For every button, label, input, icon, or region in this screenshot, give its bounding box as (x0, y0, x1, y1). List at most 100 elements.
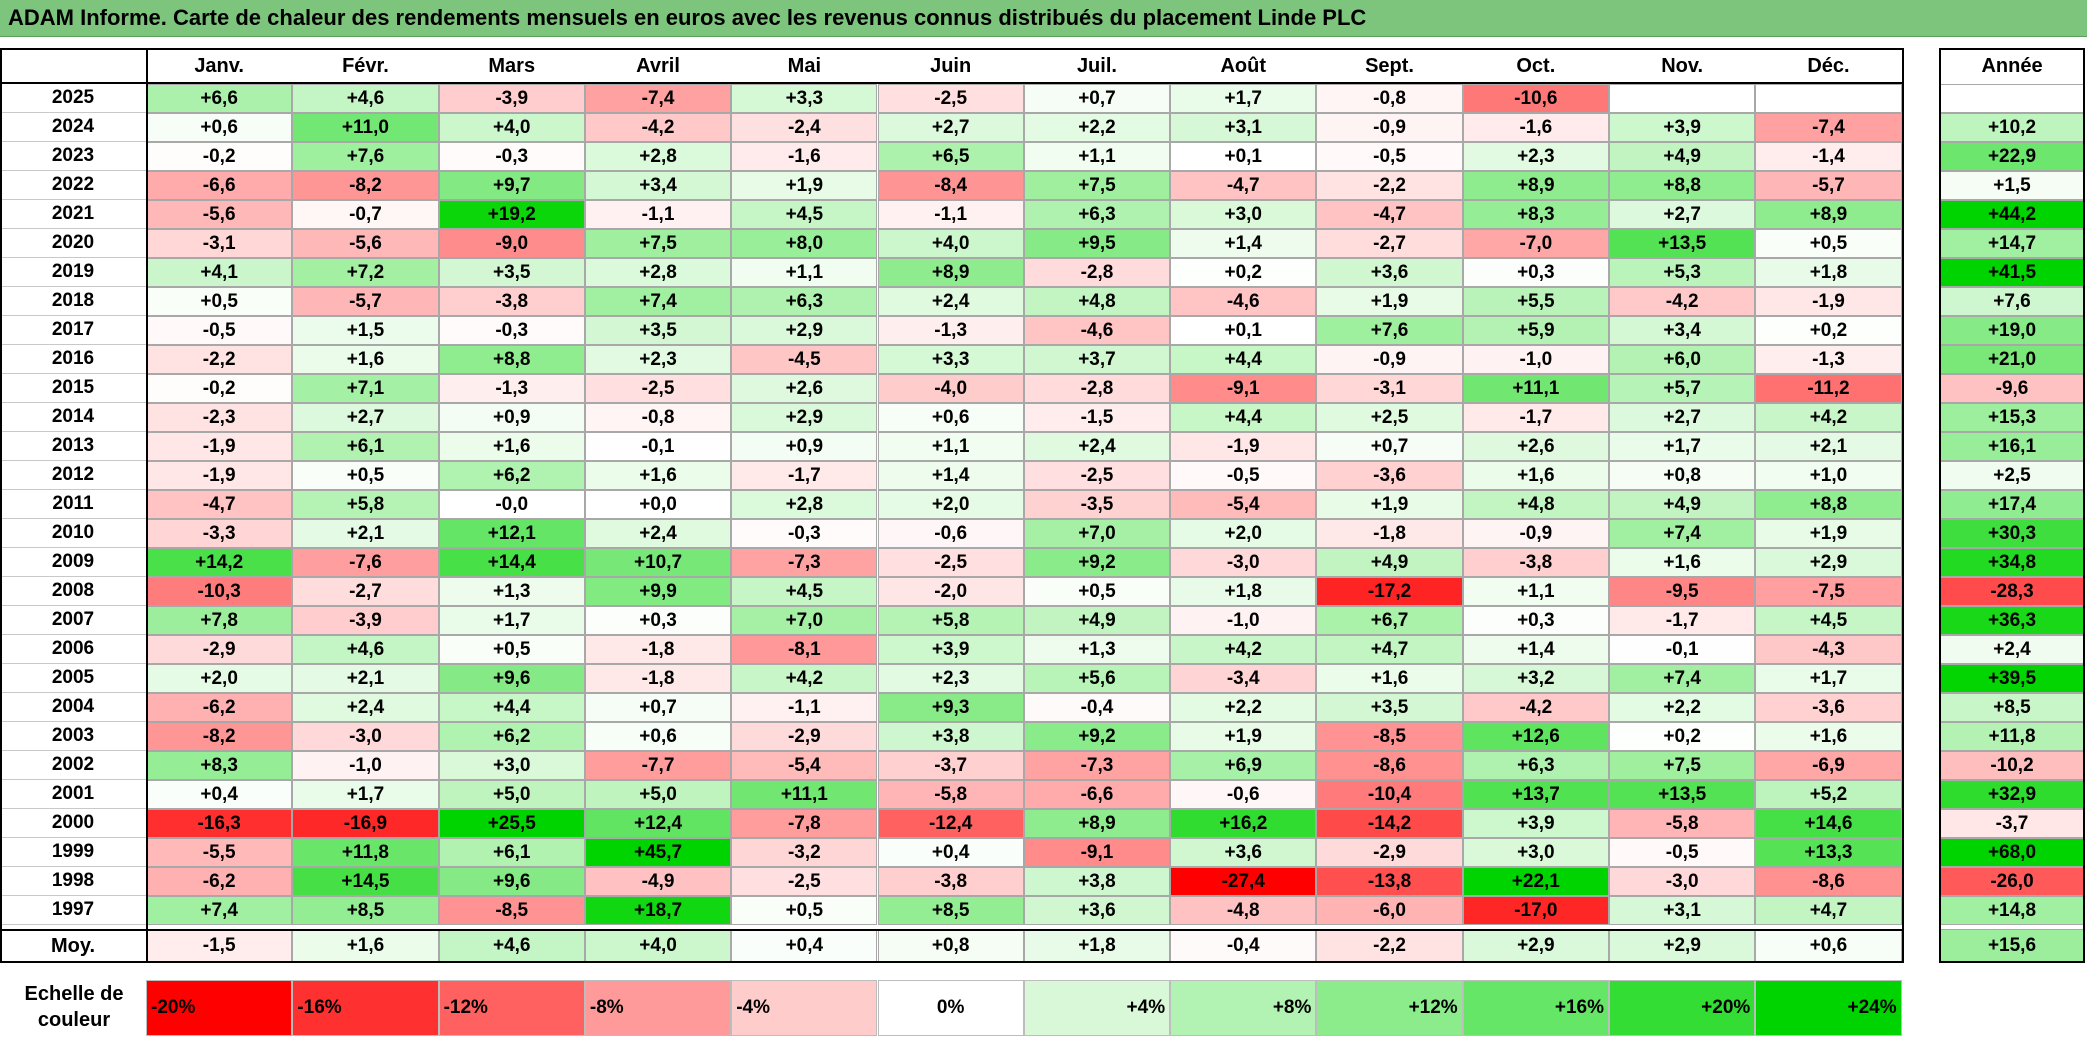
year-label: 2014 (0, 403, 146, 432)
annual-cell: +21,0 (1939, 345, 2085, 374)
year-label: 2010 (0, 519, 146, 548)
heatmap-cell: -0,6 (877, 519, 1024, 548)
annual-cell: +17,4 (1939, 490, 2085, 519)
heatmap-cell: -6,0 (1316, 896, 1463, 925)
heatmap-cell: -2,3 (146, 403, 293, 432)
heatmap-cell: +4,9 (1316, 548, 1463, 577)
heatmap-cell: +3,0 (1462, 838, 1609, 867)
heatmap-cell: -5,7 (1755, 171, 1902, 200)
heatmap-cell: -1,6 (731, 142, 878, 171)
heatmap-cell: +2,7 (877, 113, 1024, 142)
heatmap-cell: +5,6 (1023, 664, 1171, 693)
heatmap-cell: +14,4 (438, 548, 585, 577)
heatmap-cell: +1,6 (1316, 664, 1463, 693)
annual-cell: +19,0 (1939, 316, 2085, 345)
year-label: 2001 (0, 780, 146, 809)
month-header: Janv. (146, 48, 293, 84)
heatmap-cell: -2,9 (1316, 838, 1463, 867)
month-header: Juin (877, 48, 1024, 84)
heatmap-cell: -0,3 (438, 316, 585, 345)
average-cell: +1,8 (1023, 929, 1171, 963)
year-label: 2005 (0, 664, 146, 693)
title-bar: ADAM Informe. Carte de chaleur des rende… (0, 0, 2087, 37)
heatmap-cell: -0,1 (1609, 635, 1756, 664)
heatmap-cell: +5,0 (438, 780, 585, 809)
heatmap-cell: -3,1 (1316, 374, 1463, 403)
heatmap-cell: -0,7 (292, 200, 439, 229)
heatmap-cell: -2,5 (877, 548, 1024, 577)
heatmap-cell: +2,3 (1462, 142, 1609, 171)
heatmap-cell: +1,9 (731, 171, 878, 200)
heatmap-cell: +1,9 (1316, 287, 1463, 316)
color-scale-step: -8% (584, 980, 732, 1036)
heatmap-cell: +0,0 (584, 490, 732, 519)
average-cell: -2,2 (1316, 929, 1463, 963)
heatmap-cell: +0,7 (1316, 432, 1463, 461)
heatmap-cell: +13,5 (1609, 780, 1756, 809)
heatmap-cell: +45,7 (584, 838, 732, 867)
heatmap-cell: +2,8 (584, 258, 732, 287)
heatmap-cell: +2,4 (1023, 432, 1171, 461)
heatmap-cell: +4,2 (1170, 635, 1317, 664)
heatmap-cell: +1,1 (877, 432, 1024, 461)
heatmap-cell: +0,5 (1755, 229, 1902, 258)
heatmap-cell: +4,9 (1609, 490, 1756, 519)
heatmap-cell: -0,2 (146, 142, 293, 171)
heatmap-cell: -12,4 (877, 809, 1024, 838)
heatmap-cell: +18,7 (584, 896, 732, 925)
heatmap-cell: +3,7 (1023, 345, 1171, 374)
heatmap-cell: -10,6 (1462, 84, 1609, 113)
heatmap-cell: +5,7 (1609, 374, 1756, 403)
heatmap-cell: +9,6 (438, 664, 585, 693)
heatmap-cell: +2,4 (584, 519, 732, 548)
heatmap-cell: +1,9 (1316, 490, 1463, 519)
heatmap-cell: -0,4 (1023, 693, 1171, 722)
year-label: 2003 (0, 722, 146, 751)
heatmap-cell: -0,5 (1316, 142, 1463, 171)
heatmap-cell: +4,7 (1755, 896, 1902, 925)
heatmap-cell: -6,9 (1755, 751, 1902, 780)
heatmap-cell: +2,0 (1170, 519, 1317, 548)
heatmap-cell: +0,9 (438, 403, 585, 432)
heatmap-cell: +13,7 (1462, 780, 1609, 809)
heatmap-cell: -8,6 (1755, 867, 1902, 896)
heatmap-cell: +16,2 (1170, 809, 1317, 838)
heatmap-cell: -1,8 (1316, 519, 1463, 548)
month-header: Oct. (1462, 48, 1609, 84)
heatmap-cell: -3,4 (1170, 664, 1317, 693)
heatmap-cell: +2,2 (1170, 693, 1317, 722)
heatmap-cell: +7,5 (584, 229, 732, 258)
heatmap-cell: +3,8 (1023, 867, 1171, 896)
heatmap-cell: -6,6 (1023, 780, 1171, 809)
heatmap-cell: +1,1 (1462, 577, 1609, 606)
annual-cell: +34,8 (1939, 548, 2085, 577)
heatmap-cell: +2,1 (292, 664, 439, 693)
color-scale-step: +20% (1609, 980, 1756, 1036)
heatmap-cell: +25,5 (438, 809, 585, 838)
annual-cell: +22,9 (1939, 142, 2085, 171)
year-label: 2008 (0, 577, 146, 606)
heatmap-cell: +11,0 (292, 113, 439, 142)
month-header: Févr. (292, 48, 439, 84)
heatmap-cell: -0,8 (584, 403, 732, 432)
annual-cell (1939, 84, 2085, 113)
heatmap-cell: +12,4 (584, 809, 732, 838)
heatmap-cell: +8,9 (877, 258, 1024, 287)
year-label: 2011 (0, 490, 146, 519)
heatmap-cell: +4,8 (1023, 287, 1171, 316)
color-scale-step: 0% (877, 980, 1024, 1036)
heatmap-cell: +6,2 (438, 461, 585, 490)
heatmap-cell: +7,5 (1609, 751, 1756, 780)
heatmap-cell: +3,6 (1023, 896, 1171, 925)
average-cell: +4,0 (584, 929, 732, 963)
heatmap-cell: -0,5 (1170, 461, 1317, 490)
annual-cell: +10,2 (1939, 113, 2085, 142)
annual-cell: -3,7 (1939, 809, 2085, 838)
heatmap-cell: +1,7 (438, 606, 585, 635)
heatmap-cell: +0,9 (731, 432, 878, 461)
heatmap-cell: +0,2 (1755, 316, 1902, 345)
color-scale-step: +8% (1170, 980, 1317, 1036)
heatmap-cell: +3,9 (1609, 113, 1756, 142)
heatmap-cell: -5,6 (146, 200, 293, 229)
